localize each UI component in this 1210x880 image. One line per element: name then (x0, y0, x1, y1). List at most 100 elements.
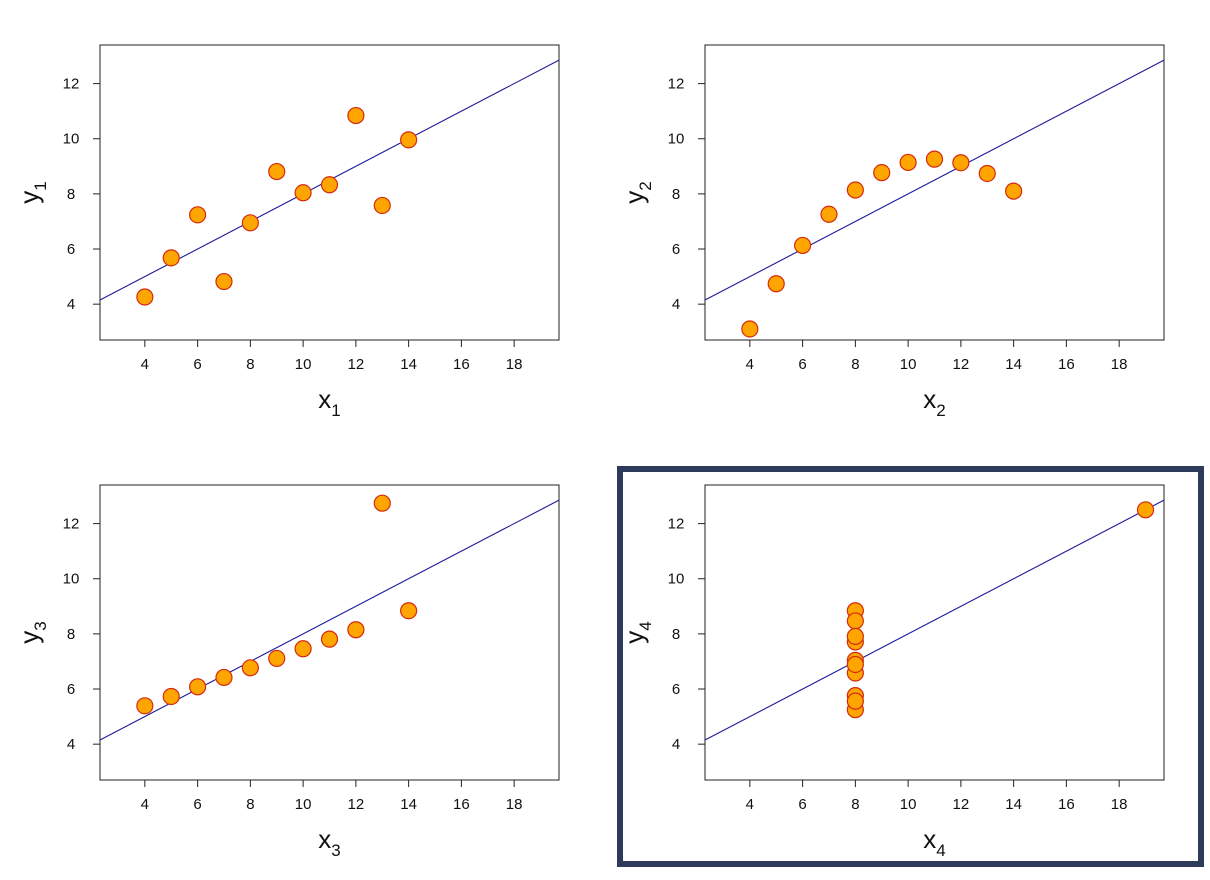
data-point (162, 249, 180, 267)
data-point (846, 692, 864, 710)
x-tick-label: 14 (400, 796, 417, 813)
regression-line (705, 499, 1164, 741)
y-axis-label: y2 (619, 181, 655, 203)
y-tick-label: 12 (63, 516, 80, 533)
y-tick-label: 4 (672, 296, 680, 313)
x-tick-label: 8 (246, 356, 254, 373)
data-point (320, 176, 339, 194)
data-point (268, 162, 286, 181)
x-tick-label: 12 (953, 796, 970, 813)
y-tick-label: 10 (63, 131, 80, 148)
x-tick-label: 16 (453, 356, 470, 373)
data-point (846, 612, 864, 630)
regression-line (100, 499, 559, 741)
y-axis-label-text: y (619, 191, 649, 204)
x-tick-label: 6 (193, 796, 201, 813)
x-tick-label: 18 (1111, 796, 1128, 813)
y-tick-label: 6 (672, 241, 680, 258)
data-point (873, 164, 891, 182)
data-point (320, 630, 339, 648)
plot-frame (99, 484, 560, 781)
data-point (1005, 182, 1023, 200)
data-point (162, 687, 180, 706)
x-tick-label: 14 (1005, 796, 1022, 813)
x-axis-label-subscript: 4 (936, 841, 945, 860)
x-tick-label: 14 (400, 356, 417, 373)
data-point (215, 272, 233, 291)
x-tick-label: 14 (1005, 356, 1022, 373)
x-tick-label: 18 (506, 796, 523, 813)
y-tick-label: 10 (63, 571, 80, 588)
y-tick-label: 12 (63, 76, 80, 93)
data-point (136, 288, 154, 306)
x-axis-label-text: x (318, 384, 331, 414)
x-tick-label: 4 (746, 356, 754, 373)
x-tick-label: 4 (746, 796, 754, 813)
y-tick-label: 6 (67, 681, 75, 698)
y-axis-label-subscript: 4 (636, 621, 655, 630)
data-point (189, 678, 207, 696)
data-point (767, 275, 785, 293)
x-tick-label: 6 (193, 356, 201, 373)
data-point (400, 602, 418, 620)
data-point (978, 164, 996, 183)
y-tick-label: 8 (67, 626, 75, 643)
x-axis-label: x2 (923, 384, 945, 420)
y-tick-label: 4 (67, 296, 75, 313)
y-axis-label-subscript: 2 (636, 181, 655, 190)
data-point (899, 153, 917, 172)
x-tick-label: 12 (953, 356, 970, 373)
data-point (268, 649, 286, 668)
plot-frame (704, 484, 1165, 781)
x-axis-label-subscript: 2 (936, 401, 945, 420)
x-tick-label: 12 (348, 796, 365, 813)
data-point (1136, 501, 1155, 519)
data-point (294, 640, 312, 658)
y-axis-label-text: y (14, 631, 44, 644)
x-axis-label-text: x (923, 384, 936, 414)
x-tick-label: 10 (295, 796, 312, 813)
y-tick-label: 8 (672, 626, 680, 643)
data-point (136, 697, 154, 715)
data-point (347, 106, 365, 125)
data-point (373, 494, 391, 512)
highlight-frame (617, 466, 1204, 867)
plot-frame (99, 44, 560, 341)
x-tick-label: 8 (851, 356, 859, 373)
data-point (794, 236, 812, 255)
x-tick-label: 6 (798, 796, 806, 813)
x-tick-label: 16 (1058, 356, 1075, 373)
x-tick-label: 12 (348, 356, 365, 373)
x-axis-label-subscript: 1 (331, 401, 340, 420)
y-tick-label: 12 (668, 516, 685, 533)
data-point (925, 150, 944, 168)
data-point (400, 131, 418, 149)
data-point (820, 205, 838, 223)
data-point (741, 320, 759, 338)
data-point (952, 154, 970, 172)
x-axis-label-subscript: 3 (331, 841, 340, 860)
y-axis-label: y3 (14, 621, 50, 643)
data-point (846, 627, 864, 645)
y-tick-label: 10 (668, 571, 685, 588)
y-tick-label: 6 (67, 241, 75, 258)
y-tick-label: 10 (668, 131, 685, 148)
data-point (241, 659, 259, 677)
data-point (189, 206, 207, 224)
x-axis-label: x1 (318, 384, 340, 420)
y-tick-label: 6 (672, 681, 680, 698)
x-tick-label: 16 (1058, 796, 1075, 813)
x-tick-label: 18 (1111, 356, 1128, 373)
x-axis-label: x3 (318, 824, 340, 860)
x-tick-label: 10 (900, 796, 917, 813)
data-point (347, 621, 365, 639)
x-tick-label: 10 (295, 356, 312, 373)
y-tick-label: 8 (672, 186, 680, 203)
data-point (846, 181, 864, 199)
data-point (294, 184, 312, 202)
y-axis-label-text: y (619, 631, 649, 644)
